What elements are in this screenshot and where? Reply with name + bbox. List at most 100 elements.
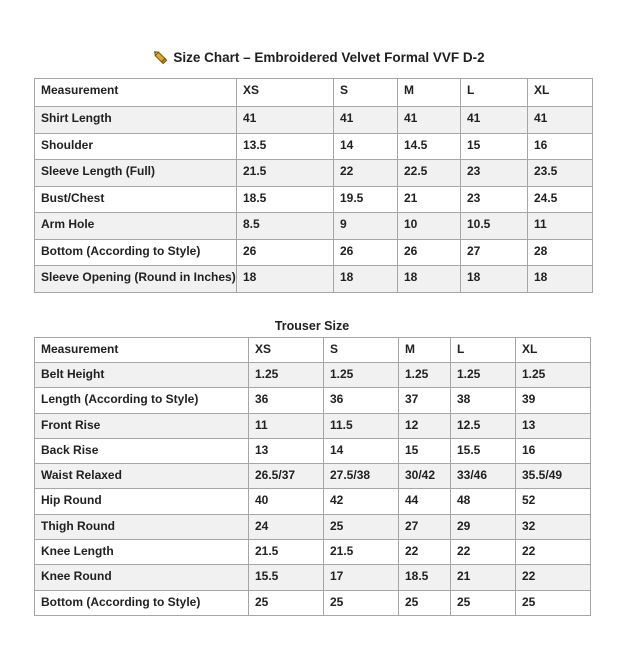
cell-value: 42 <box>323 488 399 515</box>
cell-value: 48 <box>450 488 516 515</box>
cell-value: 21.5 <box>323 539 399 566</box>
column-header: S <box>333 78 398 107</box>
column-header: M <box>398 337 451 363</box>
table-row: Shirt Length 41 41 41 41 41 <box>34 106 593 134</box>
cell-value: 38 <box>450 387 516 414</box>
cell-value: 18 <box>333 265 398 293</box>
table-row: Front Rise 11 11.5 12 12.5 13 <box>34 412 591 439</box>
pencil-icon <box>152 49 168 68</box>
row-label: Bottom (According to Style) <box>34 238 237 266</box>
row-label: Knee Length <box>34 539 249 566</box>
cell-value: 18 <box>460 265 528 293</box>
cell-value: 40 <box>248 488 324 515</box>
cell-value: 11 <box>527 212 593 240</box>
cell-value: 30/42 <box>398 463 451 490</box>
cell-value: 27.5/38 <box>323 463 399 490</box>
table-row: Back Rise 13 14 15 15.5 16 <box>34 437 591 465</box>
page-title: Size Chart – Embroidered Velvet Formal V… <box>0 49 637 68</box>
cell-value: 10 <box>397 212 461 240</box>
cell-value: 18 <box>527 265 593 293</box>
cell-value: 36 <box>323 387 399 414</box>
cell-value: 11 <box>248 412 324 439</box>
cell-value: 25 <box>450 589 516 616</box>
cell-value: 16 <box>527 132 593 160</box>
cell-value: 14 <box>323 437 399 465</box>
cell-value: 26 <box>397 238 461 266</box>
cell-value: 1.25 <box>450 361 516 389</box>
cell-value: 25 <box>323 513 399 541</box>
row-label: Front Rise <box>34 412 249 439</box>
cell-value: 41 <box>460 106 528 134</box>
cell-value: 21.5 <box>236 159 334 187</box>
column-header: L <box>460 78 528 107</box>
cell-value: 44 <box>398 488 451 515</box>
row-label: Belt Height <box>34 361 249 389</box>
cell-value: 22 <box>398 539 451 566</box>
cell-value: 28 <box>527 238 593 266</box>
row-label: Shoulder <box>34 132 237 160</box>
column-header: XS <box>236 78 334 107</box>
table-row: Belt Height 1.25 1.25 1.25 1.25 1.25 <box>34 361 591 389</box>
table-row: Sleeve Opening (Round in Inches) 18 18 18 18… <box>34 265 593 293</box>
row-label: Waist Relaxed <box>34 463 249 490</box>
table-row: Bust/Chest 18.5 19.5 21 23 24.5 <box>34 185 593 213</box>
column-header: S <box>323 337 399 363</box>
cell-value: 22 <box>333 159 398 187</box>
table-row: Hip Round 40 42 44 48 52 <box>34 488 591 515</box>
column-header: Measurement <box>34 78 237 107</box>
cell-value: 21 <box>397 185 461 213</box>
cell-value: 1.25 <box>398 361 451 389</box>
row-label: Arm Hole <box>34 212 237 240</box>
cell-value: 26 <box>333 238 398 266</box>
row-label: Bottom (According to Style) <box>34 589 249 616</box>
cell-value: 29 <box>450 513 516 541</box>
cell-value: 25 <box>515 589 591 616</box>
cell-value: 8.5 <box>236 212 334 240</box>
cell-value: 33/46 <box>450 463 516 490</box>
table-row: Length (According to Style) 36 36 37 38 39 <box>34 387 591 414</box>
cell-value: 22.5 <box>397 159 461 187</box>
row-label: Shirt Length <box>34 106 237 134</box>
shirt-table-header-row: Measurement XS S M L XL <box>34 78 593 107</box>
column-header: XL <box>527 78 593 107</box>
cell-value: 15.5 <box>450 437 516 465</box>
cell-value: 21 <box>450 564 516 591</box>
column-header: XL <box>515 337 591 363</box>
cell-value: 16 <box>515 437 591 465</box>
cell-value: 35.5/49 <box>515 463 591 490</box>
row-label: Knee Round <box>34 564 249 591</box>
cell-value: 25 <box>248 589 324 616</box>
cell-value: 22 <box>515 564 591 591</box>
cell-value: 39 <box>515 387 591 414</box>
cell-value: 13 <box>248 437 324 465</box>
row-label: Hip Round <box>34 488 249 515</box>
trouser-size-table: Measurement XS S M L XL Belt Height 1.25 1.25 1.… <box>34 337 591 616</box>
cell-value: 52 <box>515 488 591 515</box>
cell-value: 1.25 <box>248 361 324 389</box>
column-header: M <box>397 78 461 107</box>
cell-value: 1.25 <box>515 361 591 389</box>
shirt-size-table: Measurement XS S M L XL Shirt Length 41 41 41 41 4… <box>34 78 593 293</box>
cell-value: 25 <box>323 589 399 616</box>
cell-value: 14.5 <box>397 132 461 160</box>
cell-value: 22 <box>450 539 516 566</box>
cell-value: 27 <box>460 238 528 266</box>
cell-value: 11.5 <box>323 412 399 439</box>
table-row: Shoulder 13.5 14 14.5 15 16 <box>34 132 593 160</box>
table-row: Bottom (According to Style) 26 26 26 27 28 <box>34 238 593 266</box>
cell-value: 26 <box>236 238 334 266</box>
cell-value: 22 <box>515 539 591 566</box>
cell-value: 23 <box>460 185 528 213</box>
cell-value: 13.5 <box>236 132 334 160</box>
cell-value: 18.5 <box>398 564 451 591</box>
cell-value: 26.5/37 <box>248 463 324 490</box>
table-row: Arm Hole 8.5 9 10 10.5 11 <box>34 212 593 240</box>
cell-value: 24 <box>248 513 324 541</box>
cell-value: 32 <box>515 513 591 541</box>
cell-value: 41 <box>527 106 593 134</box>
cell-value: 1.25 <box>323 361 399 389</box>
table-row: Sleeve Length (Full) 21.5 22 22.5 23 23.5 <box>34 159 593 187</box>
cell-value: 14 <box>333 132 398 160</box>
cell-value: 17 <box>323 564 399 591</box>
